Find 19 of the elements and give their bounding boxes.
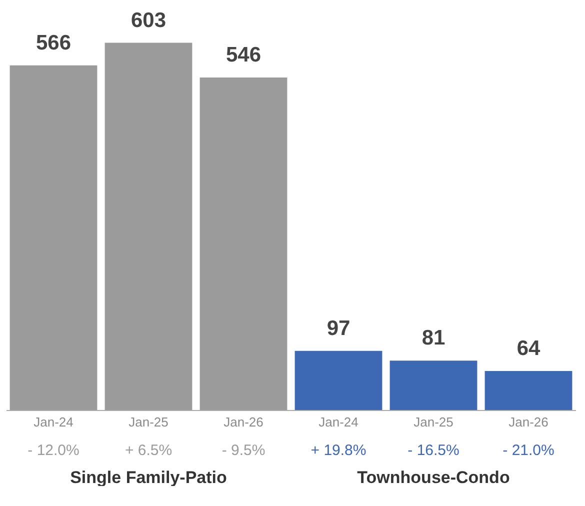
text: + 19.8% — [310, 442, 366, 459]
x-tick-label: Jan-24 — [34, 414, 74, 430]
text: - 16.5% — [408, 442, 460, 459]
data-label: 81 — [422, 326, 446, 350]
data-label: 64 — [516, 337, 540, 360]
text: - 12.0% — [28, 442, 80, 459]
x-tick-label: Jan-25 — [414, 414, 454, 430]
x-tick-label: Jan-25 — [128, 414, 168, 430]
x-tick-label: Jan-26 — [508, 414, 548, 430]
data-label: 97 — [326, 316, 350, 340]
x-axis-title: Townhouse-Condo — [357, 468, 510, 487]
data-label: 546 — [226, 44, 262, 67]
x-tick-label: Jan-24 — [318, 414, 358, 430]
x-tick-label: Jan-26 — [224, 414, 264, 430]
data-label: 603 — [130, 8, 166, 32]
text: - 21.0% — [502, 442, 554, 459]
text: + 6.5% — [124, 442, 172, 459]
text: - 9.5% — [222, 442, 266, 459]
data-label: 566 — [36, 31, 72, 54]
